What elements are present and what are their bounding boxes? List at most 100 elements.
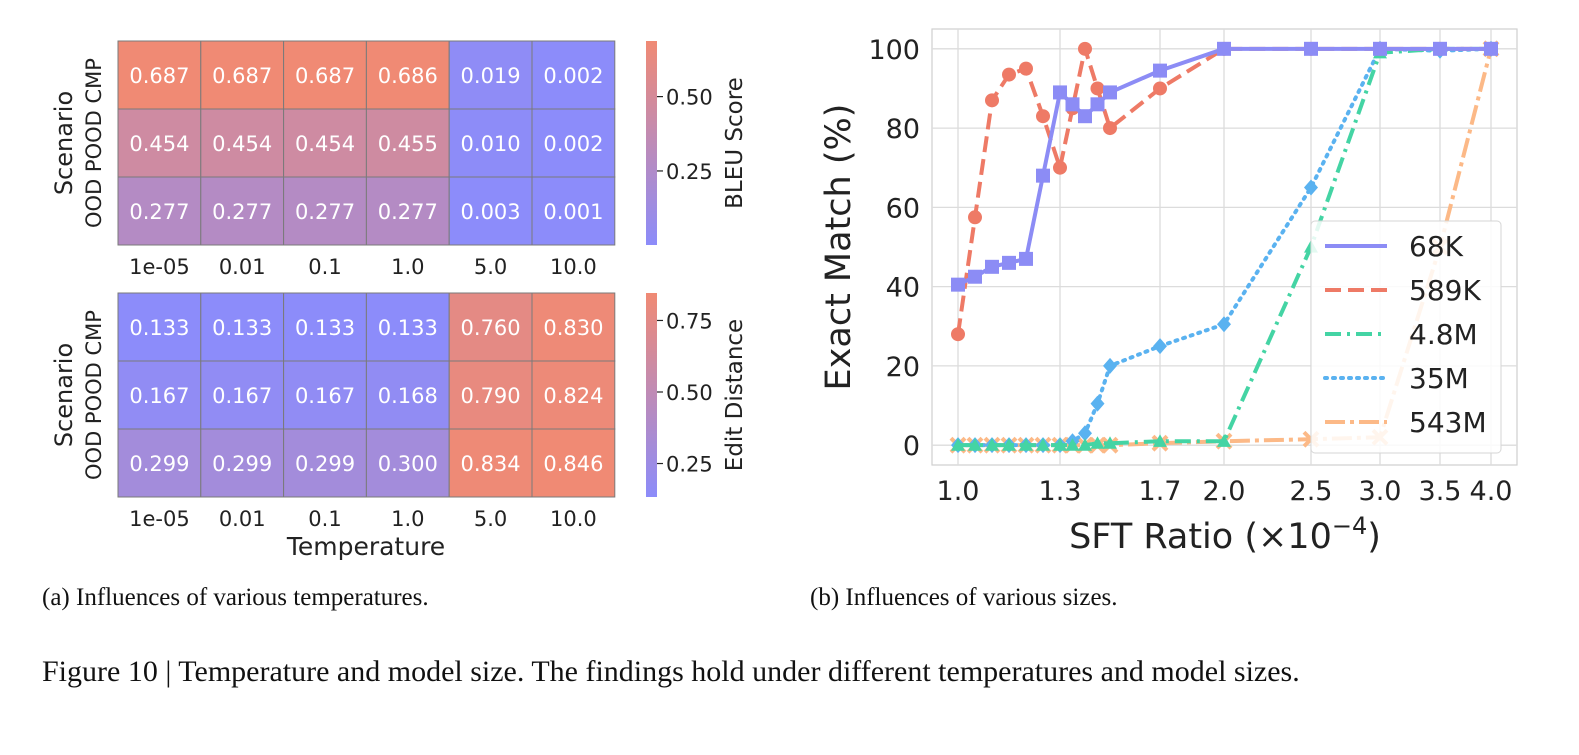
line-chart-exact-match: 0 20 40 60 80 100 1.0 1.3 1.7 2.0 2.5 3.0 3.5 4.0 Exac… (819, 28, 1518, 557)
data-point (1053, 85, 1067, 100)
heatmap-bleu: 0.687 0.687 0.687 0.686 0.019 0.002 0.454 0.454… (50, 40, 748, 279)
heatmap-cell (365, 40, 450, 110)
legend-label: 35M (1409, 362, 1469, 395)
data-point (1078, 109, 1092, 124)
heatmap-cell (283, 428, 367, 498)
data-point (1019, 251, 1033, 266)
colorbar-tick-label: 0.50 (666, 86, 713, 110)
data-point (1090, 81, 1105, 96)
data-point (985, 93, 999, 108)
data-point (1065, 97, 1080, 112)
colorbar-tick-label: 0.75 (666, 309, 713, 333)
heatmap-x-tick: 0.01 (219, 255, 266, 279)
data-point (1153, 81, 1167, 96)
data-point (1153, 434, 1167, 447)
legend: 68K 589K 4.8M 35M 543M (1310, 220, 1502, 454)
heatmap-cell-value: 0.167 (212, 384, 272, 408)
heatmap-x-tick: 5.0 (474, 507, 507, 531)
heatmap-cell (117, 40, 202, 110)
figure-canvas: 0.687 0.687 0.687 0.686 0.019 0.002 0.454 0.454… (50, 28, 1518, 561)
y-tick-label: 20 (886, 352, 920, 383)
heatmap-cell-value: 0.454 (212, 132, 272, 156)
heatmap-cell (448, 292, 533, 362)
legend-label: 4.8M (1409, 318, 1478, 351)
heatmap-cell (200, 292, 285, 362)
heatmap-cell-value: 0.167 (295, 384, 355, 408)
data-point (1217, 434, 1231, 447)
heatmap-cell-value: 0.686 (378, 64, 438, 88)
heatmap-cell-value: 0.277 (129, 200, 189, 224)
heatmap-x-tick: 0.01 (219, 507, 266, 531)
heatmap-cell (531, 360, 616, 430)
heatmap-xlabel: Temperature (286, 532, 445, 561)
colorbar-tick-label: 0.25 (666, 453, 713, 477)
heatmap-cell (365, 108, 450, 178)
data-point (1304, 41, 1318, 56)
heatmap-cell-value: 0.003 (461, 200, 521, 224)
heatmap-cell (117, 176, 202, 246)
heatmap-x-tick: 5.0 (474, 255, 507, 279)
data-point (1217, 316, 1231, 333)
data-point (1019, 61, 1033, 76)
heatmap-cell (531, 292, 616, 362)
heatmap-cell (200, 176, 285, 246)
heatmap-cell-value: 0.167 (129, 384, 189, 408)
data-point (1103, 85, 1117, 100)
heatmap-cell (448, 40, 533, 110)
heatmap-cell-value: 0.299 (129, 452, 189, 476)
heatmap-cell-value: 0.010 (461, 132, 521, 156)
heatmap-cell-value: 0.830 (543, 316, 603, 340)
heatmap-cell (117, 428, 202, 498)
heatmap-cell-value: 0.299 (295, 452, 355, 476)
heatmap-cell-value: 0.824 (543, 384, 603, 408)
heatmap-x-tick: 10.0 (550, 255, 597, 279)
heatmap-cell-value: 0.001 (543, 200, 603, 224)
heatmap-cell (200, 40, 285, 110)
heatmap-cell (200, 360, 285, 430)
heatmap-x-tick: 1.0 (391, 255, 424, 279)
heatmap-cell (531, 428, 616, 498)
heatmap-cell-value: 0.834 (461, 452, 521, 476)
data-point (1078, 425, 1092, 442)
figure-caption: Figure 10 | Temperature and model size. … (42, 655, 1300, 688)
heatmap-cell (283, 292, 367, 362)
heatmap-cell-value: 0.299 (212, 452, 272, 476)
heatmap-cell (448, 428, 533, 498)
legend-label: 589K (1409, 274, 1481, 307)
heatmap-cell-value: 0.790 (461, 384, 521, 408)
x-tick-label: 3.0 (1359, 476, 1402, 507)
heatmap-ylabel: Scenario (50, 343, 78, 447)
heatmap-cell-value: 0.002 (543, 132, 603, 156)
heatmap-cell-value: 0.133 (378, 316, 438, 340)
heatmap-x-tick: 10.0 (550, 507, 597, 531)
y-tick-label: 60 (886, 193, 920, 224)
heatmap-cell-value: 0.002 (543, 64, 603, 88)
y-tick-label: 40 (886, 273, 920, 304)
heatmap-cell (283, 360, 367, 430)
heatmap-cell-value: 0.455 (378, 132, 438, 156)
data-point (1217, 41, 1231, 56)
heatmap-cell (365, 176, 450, 246)
data-point (1002, 255, 1016, 270)
heatmap-edit-distance: 0.133 0.133 0.133 0.133 0.760 0.830 0.167 0.167… (50, 292, 748, 531)
data-point (1053, 160, 1067, 175)
data-point (968, 210, 982, 225)
heatmap-cell (448, 176, 533, 246)
heatmap-x-tick: 1e-05 (129, 255, 190, 279)
heatmap-cell-value: 0.454 (129, 132, 189, 156)
heatmap-cell-value: 0.687 (129, 64, 189, 88)
legend-label: 543M (1409, 406, 1487, 439)
data-point (968, 269, 982, 284)
heatmap-cell-value: 0.687 (212, 64, 272, 88)
data-point (1002, 438, 1016, 451)
data-point (985, 259, 999, 274)
colorbar-label: Edit Distance (722, 319, 748, 471)
heatmap-ylabel: Scenario (50, 91, 78, 195)
heatmap-cell (200, 428, 285, 498)
data-point (951, 327, 965, 342)
data-point (1103, 357, 1117, 374)
heatmap-cell-value: 0.277 (295, 200, 355, 224)
data-point (1153, 63, 1167, 78)
data-point (1019, 438, 1033, 451)
data-point (1036, 438, 1050, 451)
